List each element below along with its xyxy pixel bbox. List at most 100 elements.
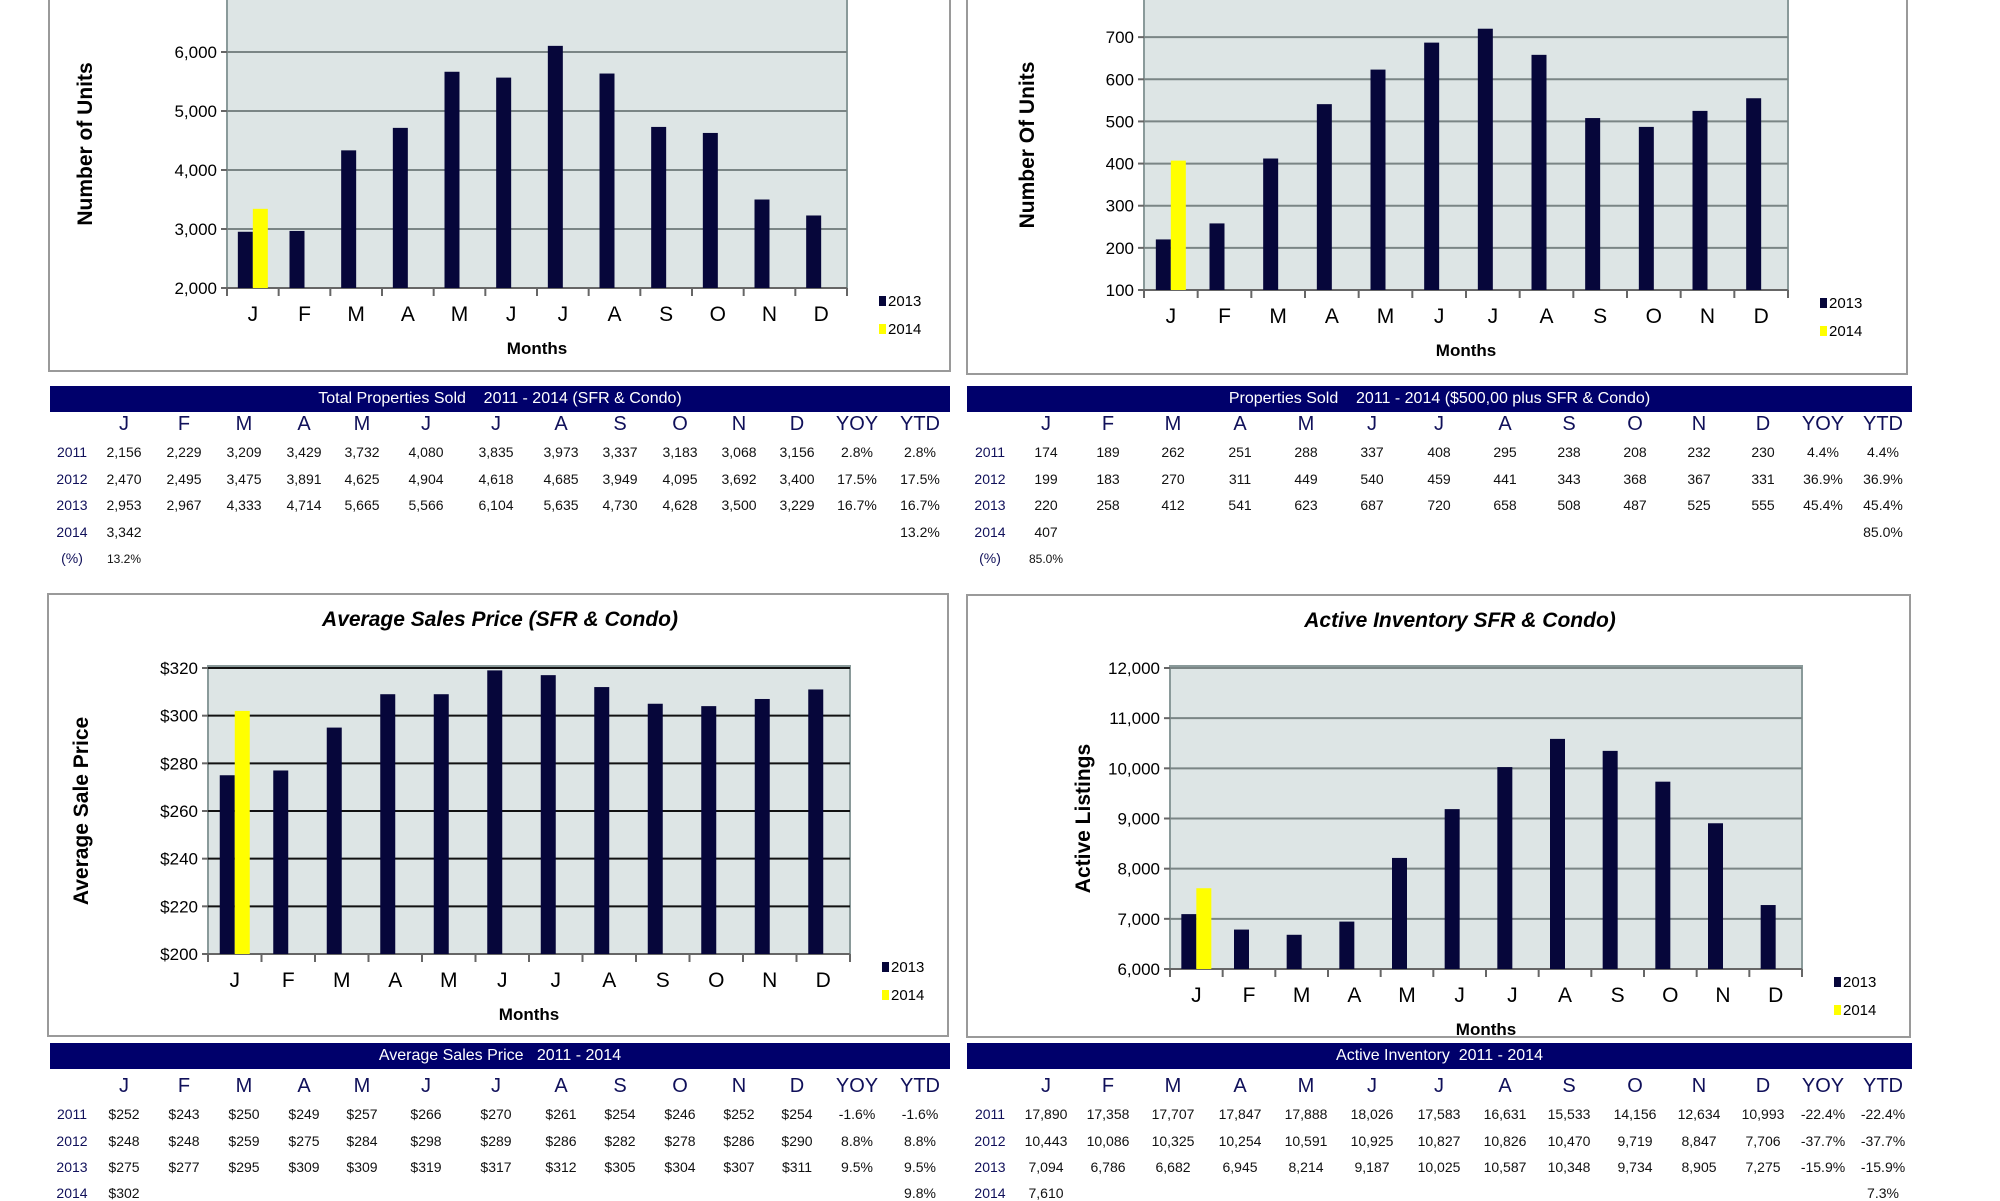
table-cell: -22.4% xyxy=(1800,1106,1846,1122)
table-cell: 5,566 xyxy=(408,497,444,513)
table-cell: 8,847 xyxy=(1681,1133,1717,1149)
column-header: A xyxy=(554,413,568,435)
row-year: 2011 xyxy=(56,444,88,460)
x-tick-label: S xyxy=(656,969,670,992)
x-tick-label: N xyxy=(1700,305,1715,328)
table-cell: 4.4% xyxy=(1807,444,1839,460)
bar-2013 xyxy=(1234,929,1249,969)
x-tick-label: J xyxy=(551,969,562,992)
chart-title: Average Sales Price (SFR & Condo) xyxy=(321,608,678,631)
table-cell: 17,583 xyxy=(1417,1106,1461,1122)
y-tick-label: 5,000 xyxy=(174,102,217,121)
column-header: J xyxy=(1367,1075,1377,1097)
column-header: N xyxy=(1691,1075,1707,1097)
bar-2013 xyxy=(1760,905,1776,969)
y-axis-label: Average Sale Price xyxy=(70,717,93,905)
x-tick-label: A xyxy=(401,303,415,326)
table-cell: 4,625 xyxy=(344,471,380,487)
column-header: F xyxy=(177,413,191,435)
legend-swatch-2013 xyxy=(1834,977,1841,987)
column-header: M xyxy=(1164,1075,1182,1097)
table-cell: 10,587 xyxy=(1483,1159,1527,1175)
column-header: O xyxy=(672,413,688,435)
column-header: A xyxy=(1498,413,1512,435)
table-cell: $311 xyxy=(781,1159,813,1175)
bar-2014 xyxy=(1196,888,1212,969)
y-tick-label: $240 xyxy=(160,850,198,869)
table-cell: 8.8% xyxy=(841,1133,873,1149)
table-cell: 408 xyxy=(1427,444,1451,460)
table-cell: 3,337 xyxy=(602,444,638,460)
bar-2013 xyxy=(219,775,235,954)
bar-2013 xyxy=(237,231,253,288)
column-header: S xyxy=(1562,1075,1576,1097)
bar-2013 xyxy=(754,698,770,954)
table-cell: $252 xyxy=(108,1106,140,1122)
legend-label-2013: 2013 xyxy=(1843,974,1876,991)
legend-swatch-2013 xyxy=(879,296,886,306)
table-title-bar: Average Sales Price 2011 - 2014 xyxy=(50,1043,950,1069)
column-header: A xyxy=(1233,413,1247,435)
x-tick-label: J xyxy=(1434,305,1445,328)
x-tick-label: J xyxy=(1488,305,1499,328)
table-cell: 17,890 xyxy=(1024,1106,1068,1122)
bar-2013 xyxy=(1209,223,1225,290)
column-header: YOY xyxy=(835,1075,879,1097)
column-header: J xyxy=(1434,1075,1444,1097)
table-cell: 2,953 xyxy=(106,497,142,513)
column-header: S xyxy=(613,413,627,435)
table-cell: 18,026 xyxy=(1350,1106,1394,1122)
table-cell: 4,618 xyxy=(478,471,514,487)
column-header: J xyxy=(1041,413,1051,435)
y-tick-label: 6,000 xyxy=(1117,960,1160,979)
table-cell: $295 xyxy=(228,1159,260,1175)
table-cell: 311 xyxy=(1228,471,1252,487)
table-cell: 4,333 xyxy=(226,497,262,513)
table-cell: 3,229 xyxy=(779,497,815,513)
table-cell: $250 xyxy=(228,1106,260,1122)
y-tick-label: 200 xyxy=(1106,239,1134,258)
table-cell: 459 xyxy=(1427,471,1451,487)
y-tick-label: $320 xyxy=(160,659,198,678)
x-tick-label: D xyxy=(814,303,829,326)
column-header: D xyxy=(1755,413,1771,435)
x-tick-label: J xyxy=(558,303,569,326)
row-year: 2012 xyxy=(974,471,1006,487)
table-cell: -15.9% xyxy=(1800,1159,1846,1175)
table-cell: 5,665 xyxy=(344,497,380,513)
bar-2013 xyxy=(1602,750,1618,969)
bar-2013 xyxy=(651,126,667,289)
table-cell: 2.8% xyxy=(841,444,873,460)
table-cell: 407 xyxy=(1034,524,1058,540)
table-cell: 8,214 xyxy=(1288,1159,1324,1175)
table-cell: 45.4% xyxy=(1803,497,1843,513)
chart-title: Active Inventory SFR & Condo) xyxy=(1303,609,1616,632)
x-tick-label: J xyxy=(506,303,517,326)
column-header: N xyxy=(1691,413,1707,435)
row-year: 2013 xyxy=(56,1159,88,1175)
y-tick-label: 500 xyxy=(1106,112,1134,131)
table-cell: 3,429 xyxy=(286,444,322,460)
y-tick-label: $220 xyxy=(160,897,198,916)
bar-2013 xyxy=(1655,781,1671,969)
column-header: A xyxy=(297,1075,311,1097)
table-cell: 3,342 xyxy=(106,524,142,540)
table-cell: $259 xyxy=(228,1133,260,1149)
table-cell: 487 xyxy=(1623,497,1647,513)
column-header: F xyxy=(1101,413,1115,435)
table-cell: 220 xyxy=(1034,497,1058,513)
table-cell: 230 xyxy=(1751,444,1775,460)
table-cell: $312 xyxy=(545,1159,577,1175)
table-cell: $298 xyxy=(410,1133,442,1149)
table-cell: $317 xyxy=(480,1159,512,1175)
x-tick-label: A xyxy=(1347,984,1361,1007)
x-tick-label: S xyxy=(659,303,673,326)
table-cell: 343 xyxy=(1557,471,1581,487)
table-cell: 3,500 xyxy=(721,497,757,513)
row-year: 2012 xyxy=(56,471,88,487)
column-header: YTD xyxy=(1863,1075,1903,1097)
table-cell: $261 xyxy=(545,1106,577,1122)
table-cell: $319 xyxy=(410,1159,442,1175)
table-cell: $302 xyxy=(108,1185,140,1201)
